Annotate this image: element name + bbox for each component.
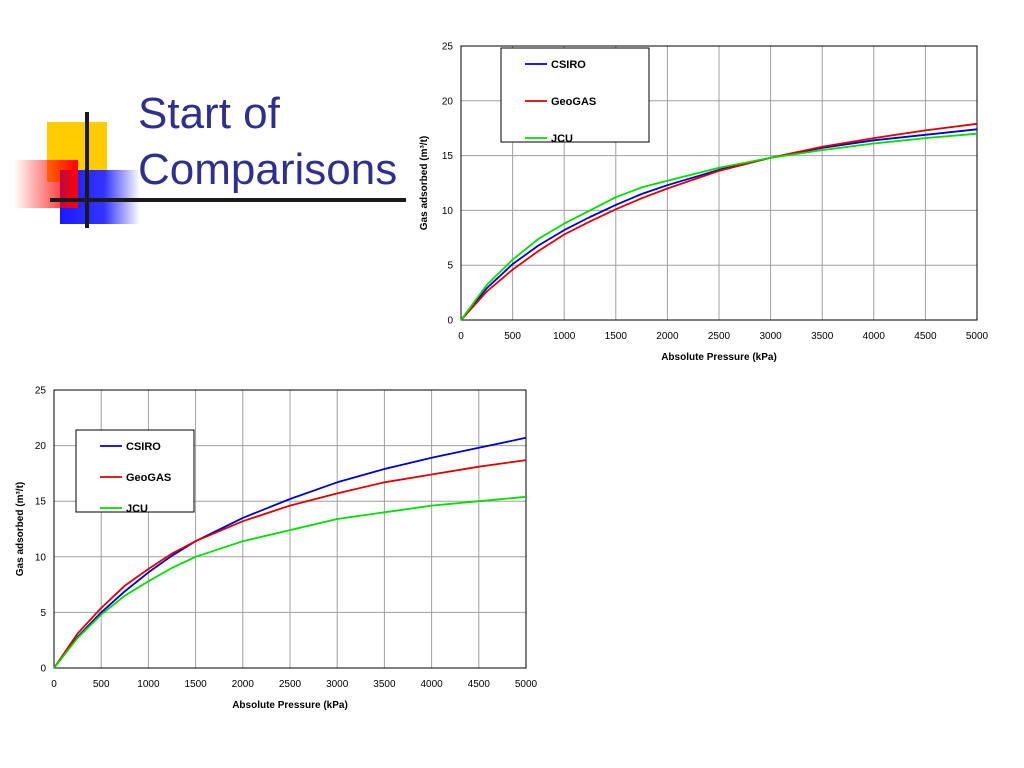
- plot-area: [53, 389, 527, 669]
- x-tick-label: 5000: [966, 331, 989, 342]
- horizontal-line: [50, 198, 406, 202]
- legend-label-csiro: CSIRO: [551, 59, 586, 71]
- series-lines: [53, 436, 527, 669]
- series-line-jcu: [460, 132, 978, 321]
- legend-label-geogas: GeoGAS: [551, 96, 596, 108]
- y-tick-label: 5: [40, 608, 46, 619]
- x-tick-label: 500: [93, 679, 110, 690]
- slide-title: Start of Comparisons: [138, 86, 418, 198]
- x-tick-label: 3000: [326, 679, 349, 690]
- y-tick-label: 20: [442, 96, 454, 107]
- series-line-geogas: [460, 122, 978, 321]
- legend-label-jcu: JCU: [126, 503, 148, 515]
- legend: CSIRO GeoGAS JCU: [500, 47, 650, 145]
- bottom-chart: 0 5 10 15 20 25 0 500 1000 1500 2000 2500 3000 3500 4…: [15, 386, 538, 712]
- x-tick-label: 1500: [184, 679, 207, 690]
- legend-label-csiro: CSIRO: [126, 441, 161, 453]
- y-tick-label: 0: [447, 316, 453, 327]
- x-tick-label: 2500: [708, 331, 731, 342]
- y-tick-label: 25: [442, 42, 454, 53]
- y-tick-label: 10: [35, 552, 47, 563]
- title-line-1: Start of: [138, 89, 280, 138]
- y-axis-label: Gas adsorbed (m³/t): [15, 482, 26, 576]
- x-tick-label: 4500: [914, 331, 937, 342]
- x-tick-label: 1000: [137, 679, 160, 690]
- top-chart: 0 5 10 15 20 25 0 500 1000 1500 2000 2500 3000 3500 4…: [419, 42, 989, 364]
- y-tick-labels: 0 5 10 15 20 25: [442, 42, 454, 327]
- x-tick-labels: 0 500 1000 1500 2000 2500 3000 3500 4000 4500 5000: [51, 679, 537, 690]
- x-tick-label: 2000: [232, 679, 255, 690]
- series-line-geogas: [53, 459, 527, 669]
- x-axis-label: Absolute Pressure (kPa): [661, 352, 777, 363]
- series-line-jcu: [53, 495, 527, 669]
- plot-area: [460, 45, 978, 321]
- x-tick-label: 3500: [373, 679, 396, 690]
- y-tick-label: 15: [35, 497, 47, 508]
- x-tick-label: 5000: [515, 679, 538, 690]
- x-tick-label: 3000: [759, 331, 782, 342]
- x-tick-label: 1000: [553, 331, 576, 342]
- title-decoration: [14, 112, 406, 228]
- x-tick-label: 0: [51, 679, 57, 690]
- y-tick-label: 0: [40, 664, 46, 675]
- series-line-csiro: [53, 436, 527, 669]
- y-tick-labels: 0 5 10 15 20 25: [35, 386, 47, 675]
- y-tick-label: 20: [35, 441, 47, 452]
- x-axis-label: Absolute Pressure (kPa): [232, 700, 348, 711]
- x-tick-label: 2500: [279, 679, 302, 690]
- legend-label-geogas: GeoGAS: [126, 472, 171, 484]
- y-tick-label: 5: [447, 261, 453, 272]
- x-tick-label: 4000: [420, 679, 443, 690]
- x-tick-label: 500: [504, 331, 521, 342]
- title-line-2: Comparisons: [138, 145, 398, 194]
- y-tick-label: 25: [35, 386, 47, 397]
- legend: CSIRO GeoGAS JCU: [75, 429, 195, 515]
- x-tick-label: 2000: [656, 331, 679, 342]
- x-tick-label: 0: [458, 331, 464, 342]
- series-line-csiro: [460, 128, 978, 321]
- series-lines: [460, 122, 978, 321]
- x-tick-label: 4500: [468, 679, 491, 690]
- x-tick-label: 1500: [605, 331, 628, 342]
- vertical-line: [85, 112, 89, 228]
- y-tick-label: 10: [442, 206, 454, 217]
- y-axis-label: Gas adsorbed (m³/t): [419, 136, 430, 230]
- x-tick-label: 4000: [863, 331, 886, 342]
- legend-box: [75, 429, 195, 513]
- x-tick-label: 3500: [811, 331, 834, 342]
- legend-label-jcu: JCU: [551, 133, 573, 145]
- x-tick-labels: 0 500 1000 1500 2000 2500 3000 3500 4000 4500 5000: [458, 331, 988, 342]
- y-tick-label: 15: [442, 151, 454, 162]
